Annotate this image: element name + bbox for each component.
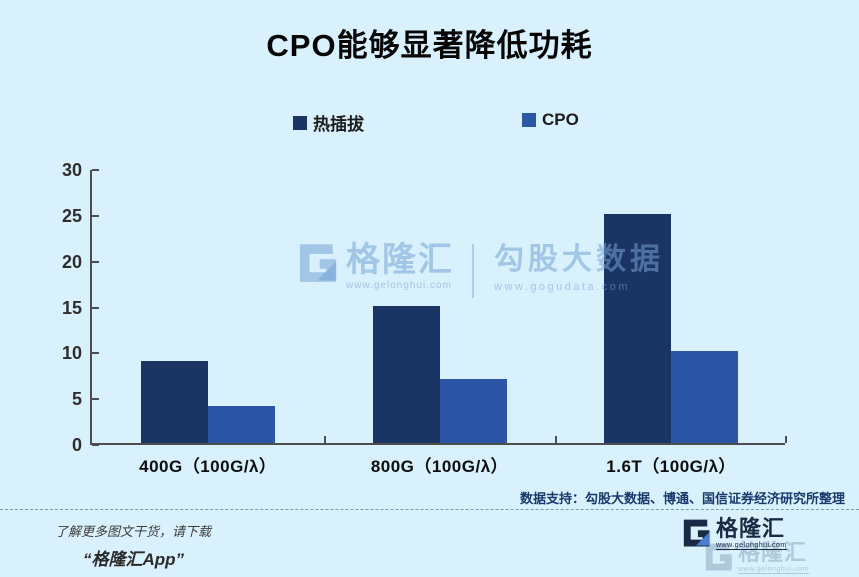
y-axis-tick-label: 30 [61, 160, 82, 180]
legend-item-2: CPO [522, 110, 579, 130]
y-axis-tick [92, 214, 99, 217]
x-axis-tick [555, 436, 558, 443]
bar-CPO-2 [439, 378, 507, 443]
gelonghui-footer-logo: 格隆汇 www.gelonghui.com 格隆汇 www.gelonghui.… [681, 518, 831, 577]
logo-brand-text: 格隆汇 [738, 540, 808, 565]
bar-CPO-1 [207, 406, 275, 443]
logo-brand-text: 格隆汇 [716, 516, 786, 541]
footer-divider [0, 509, 859, 510]
y-axis-tick [92, 352, 99, 355]
y-axis-tick-label: 0 [71, 435, 82, 455]
bar-热插拔-3 [604, 213, 672, 443]
y-axis-tick [92, 169, 99, 171]
gelonghui-logo-icon [683, 519, 710, 547]
y-axis-tick [92, 260, 99, 263]
promo-block: 了解更多图文干货，请下载 “格隆汇App” [55, 521, 211, 570]
gelonghui-logo-icon [705, 543, 732, 571]
x-axis-tick [785, 436, 787, 443]
y-axis-tick-label: 20 [61, 251, 82, 272]
y-axis-tick-label: 10 [61, 343, 82, 364]
plot-area: 0 5 10 15 20 25 30 400G（100G/λ） 800G（100G/λ） 1.6T… [62, 160, 787, 476]
legend: 热插拔 CPO [0, 110, 859, 134]
logo-brand-url: www.gelonghui.com [716, 542, 787, 550]
x-category-label: 800G（100G/λ） [370, 457, 509, 476]
chart-title: CPO能够显著降低功耗 [266, 28, 593, 63]
y-axis-tick [92, 398, 99, 401]
legend-item-1: 热插拔 [293, 110, 364, 135]
gelonghui-logo-main: 格隆汇 www.gelonghui.com [681, 518, 787, 550]
x-category-label: 400G（100G/λ） [139, 457, 277, 476]
legend-swatch [293, 115, 307, 130]
x-category-label: 1.6T（100G/λ） [606, 457, 737, 476]
legend-label: CPO [542, 110, 579, 129]
x-axis-tick [323, 436, 326, 443]
promo-text: 了解更多图文干货，请下载 [55, 524, 212, 539]
legend-swatch [522, 113, 536, 127]
y-axis-tick-label: 15 [61, 297, 82, 318]
y-axis-tick [92, 306, 99, 309]
bar-热插拔-2 [372, 305, 440, 443]
gelonghui-logo-ghost: 格隆汇 www.gelonghui.com [703, 542, 809, 574]
legend-label: 热插拔 [313, 115, 364, 134]
logo-brand-url: www.gelonghui.com [738, 566, 809, 574]
y-axis-tick-label: 25 [61, 205, 82, 226]
source-note: 数据支持：勾股大数据、博通、国信证券经济研究所整理 [519, 491, 845, 506]
app-name-text: “格隆汇App” [83, 550, 185, 569]
bar-热插拔-1 [140, 360, 208, 443]
y-axis-tick [92, 444, 99, 446]
y-axis-tick-label: 5 [71, 389, 82, 410]
bar-CPO-3 [671, 351, 739, 443]
